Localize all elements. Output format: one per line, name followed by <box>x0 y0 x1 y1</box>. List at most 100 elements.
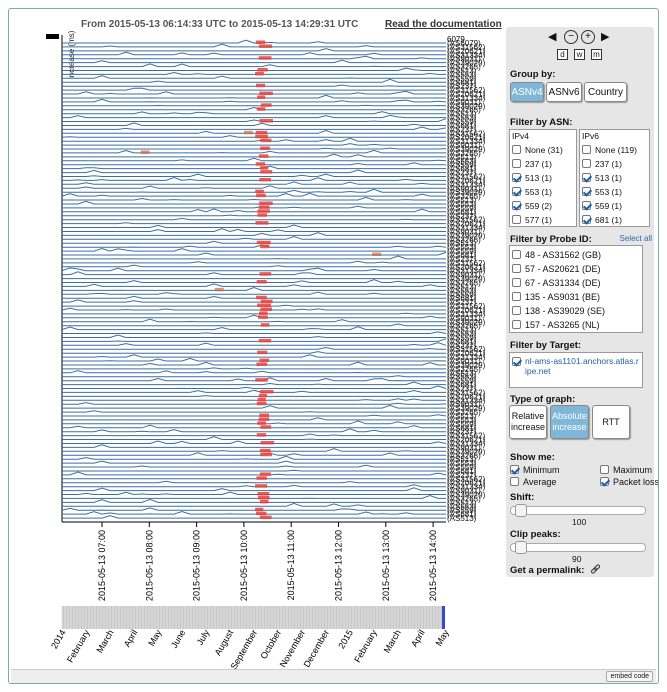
ipv4-asn-checkbox[interactable] <box>512 215 521 225</box>
clip-slider[interactable] <box>510 541 646 554</box>
probe-rtt-line <box>62 498 446 503</box>
maximum-checkbox[interactable] <box>600 465 609 475</box>
week-button[interactable]: w <box>574 49 585 60</box>
ipv4-asn-item[interactable]: None (31) <box>512 144 563 156</box>
rtt-button[interactable]: RTT <box>592 405 630 439</box>
probe-row-label: (AS513) <box>447 326 477 335</box>
absolute-increase-button[interactable]: Absolute increase <box>550 405 589 439</box>
show-packet-loss[interactable]: Packet loss <box>600 476 658 488</box>
ipv6-asn-label: None (119) <box>595 145 637 155</box>
embed-code-button[interactable]: embed code <box>606 671 653 682</box>
pan-right-button[interactable]: ▶ <box>601 31 610 43</box>
zoom-out-button[interactable]: − <box>564 30 578 44</box>
probe-row-label: (AS513) <box>447 369 477 378</box>
latency-chart[interactable]: increase (ms) 6079(AS6079)(AS31562)(AS206… <box>9 9 506 669</box>
ipv6-asn-item[interactable]: 681 (1) <box>582 214 622 226</box>
ipv6-asn-item[interactable]: 559 (1) <box>582 200 622 212</box>
ipv6-asn-checkbox[interactable] <box>582 173 591 183</box>
zoom-in-button[interactable]: + <box>581 30 595 44</box>
probe-row-label: (AS31334) <box>447 137 486 146</box>
probe-item[interactable]: 57 - AS20621 (DE) <box>512 263 601 275</box>
clip-slider-handle[interactable] <box>515 541 527 554</box>
ipv6-asn-checkbox[interactable] <box>582 215 591 225</box>
ipv6-asn-checkbox[interactable] <box>582 187 591 197</box>
probe-checkbox[interactable] <box>512 306 521 316</box>
target-checkbox[interactable] <box>512 357 521 366</box>
probe-row-label: (AS3265) <box>447 106 481 115</box>
target-label[interactable]: nl-ams-as1101.anchors.atlas.ripe.net <box>525 356 639 376</box>
relative-increase-button[interactable]: Relative increase <box>509 405 547 439</box>
probe-rtt-line <box>62 354 446 358</box>
probe-item[interactable]: 138 - AS39029 (SE) <box>512 305 605 317</box>
packet-loss-mark <box>256 433 266 437</box>
probe-rtt-line <box>62 375 446 378</box>
probe-checkbox[interactable] <box>512 264 521 274</box>
probe-row-label: (AS31334) <box>447 396 486 405</box>
ipv4-asn-checkbox[interactable] <box>512 201 521 211</box>
ipv4-asn-item[interactable]: 553 (1) <box>512 186 552 198</box>
probe-rtt-line <box>62 331 447 334</box>
ipv4-asn-item[interactable]: 237 (1) <box>512 158 552 170</box>
probe-row-label: (AS9031) <box>447 141 481 150</box>
ipv4-asn-checkbox[interactable] <box>512 173 521 183</box>
group-asnv4-button[interactable]: ASNv4 <box>510 82 544 102</box>
probe-rtt-line <box>62 494 446 499</box>
probe-item[interactable]: 48 - AS31562 (GB) <box>512 249 601 261</box>
packet-loss-mark <box>259 272 272 276</box>
probe-item[interactable]: 67 - AS31334 (DE) <box>512 277 601 289</box>
probe-checkbox[interactable] <box>512 250 521 260</box>
probe-checkbox[interactable] <box>512 278 521 288</box>
probe-item[interactable]: 157 - AS3265 (NL) <box>512 319 600 331</box>
packet-loss-mark <box>259 201 273 205</box>
ipv6-asn-checkbox[interactable] <box>582 159 591 169</box>
packet-loss-mark <box>256 511 267 516</box>
ipv4-asn-checkbox[interactable] <box>512 145 521 155</box>
probe-row-label: (AS553) <box>447 286 477 295</box>
shift-slider-handle[interactable] <box>515 504 527 517</box>
probe-row-label: (AS31562) <box>447 302 486 311</box>
probe-checkbox[interactable] <box>512 320 521 330</box>
probe-rtt-line <box>61 192 446 197</box>
pan-left-button[interactable]: ◀ <box>548 31 557 43</box>
probe-rtt-line <box>62 417 446 421</box>
probe-row-label: (AS559) <box>447 463 477 472</box>
group-asnv6-button[interactable]: ASNv6 <box>546 82 582 102</box>
ipv4-asn-item[interactable]: 513 (1) <box>512 172 552 184</box>
probe-checkbox[interactable] <box>512 292 521 302</box>
minimum-checkbox[interactable] <box>510 465 519 475</box>
select-all-link[interactable]: Select all <box>619 234 652 243</box>
packet-loss-mark <box>256 107 266 111</box>
probe-row-label: (AS237) <box>447 341 477 350</box>
ipv6-asn-item[interactable]: None (119) <box>582 144 637 156</box>
average-checkbox[interactable] <box>510 477 519 487</box>
probe-rtt-line <box>62 94 446 99</box>
probe-row-label: (AS31334) <box>447 440 486 449</box>
ipv4-asn-checkbox[interactable] <box>512 187 521 197</box>
ipv4-asn-label: 553 (1) <box>525 187 552 197</box>
show-minimum[interactable]: Minimum <box>510 464 560 476</box>
ipv4-asn-item[interactable]: 559 (2) <box>512 200 552 212</box>
month-button[interactable]: m <box>591 49 602 60</box>
day-button[interactable]: d <box>557 49 568 60</box>
shift-slider[interactable] <box>510 504 646 517</box>
ipv6-asn-checkbox[interactable] <box>582 201 591 211</box>
probe-rtt-line <box>62 381 446 386</box>
ipv6-asn-item[interactable]: 513 (1) <box>582 172 622 184</box>
show-average[interactable]: Average <box>510 476 556 488</box>
ipv6-asn-checkbox[interactable] <box>582 145 591 155</box>
probe-row-label: (AS39029) <box>447 59 486 68</box>
packet-loss-checkbox[interactable] <box>600 477 609 487</box>
packet-loss-mark <box>255 221 269 225</box>
probe-item[interactable]: 135 - AS9031 (BE) <box>512 291 600 303</box>
probe-row-label: (AS681) <box>447 78 477 87</box>
ipv4-asn-checkbox[interactable] <box>512 159 521 169</box>
ipv6-asn-item[interactable]: 237 (1) <box>582 158 622 170</box>
show-maximum[interactable]: Maximum <box>600 464 652 476</box>
link-icon[interactable] <box>590 564 601 575</box>
probe-row-label: (AS20621) <box>447 176 486 185</box>
documentation-link[interactable]: Read the documentation <box>385 19 502 30</box>
group-country-button[interactable]: Country <box>584 82 627 102</box>
ipv6-asn-item[interactable]: 553 (1) <box>582 186 622 198</box>
ipv4-asn-item[interactable]: 577 (1) <box>512 214 552 226</box>
packet-loss-mark <box>260 452 273 457</box>
